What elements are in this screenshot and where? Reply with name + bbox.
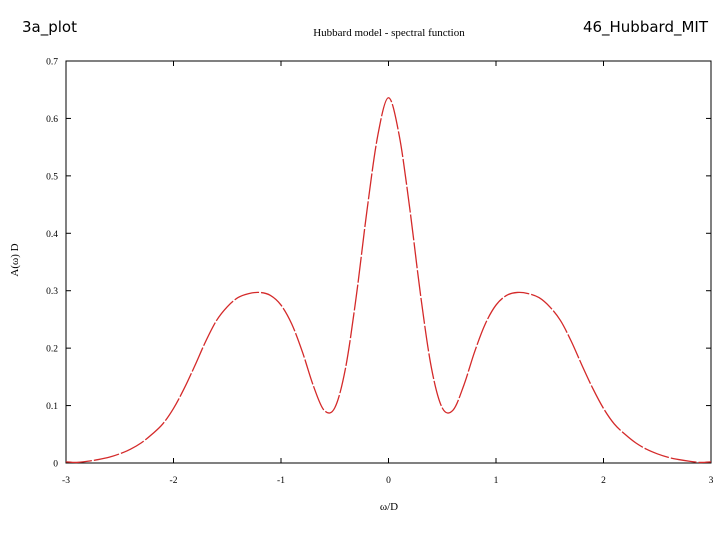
x-tick-label: 1 [494,476,499,486]
slide-label-right: 46_Hubbard_MIT [582,18,708,36]
y-tick-label: 0.4 [46,230,58,240]
y-axis: 0 0.1 0.2 0.3 0.4 0.5 0.6 0.7 [46,58,711,470]
y-tick-label: 0.6 [46,115,58,125]
slide-label-left: 3a_plot [22,18,77,36]
x-tick-label: -3 [62,476,70,486]
plot-area: -3 -2 -1 0 1 2 3 0 0.1 0.2 0.3 0.4 0.5 0.6 0.7 [46,58,714,487]
y-tick-label: 0.3 [46,287,58,297]
series-line [65,97,712,464]
x-tick-label: -2 [170,476,178,486]
chart-title: Hubbard model - spectral function [313,27,465,39]
y-tick-label: 0.7 [46,58,58,68]
y-tick-label: 0 [53,460,58,470]
y-tick-label: 0.1 [46,402,58,412]
x-axis-label: ω/D [380,501,398,513]
x-tick-label: 0 [386,476,391,486]
y-tick-label: 0.5 [46,172,58,182]
x-tick-label: 2 [601,476,606,486]
x-tick-label: -1 [277,476,285,486]
x-tick-label: 3 [709,476,714,486]
y-axis-label: A(ω) D [9,243,21,276]
y-tick-label: 0.2 [46,345,58,355]
x-axis: -3 -2 -1 0 1 2 3 [62,61,714,486]
plot-frame [65,60,712,464]
